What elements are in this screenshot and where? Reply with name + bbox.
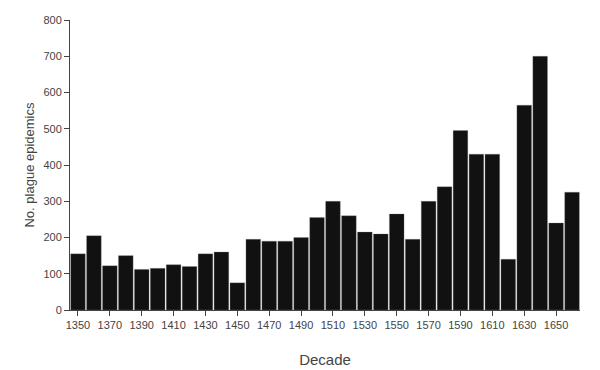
svg-text:Decade: Decade bbox=[299, 351, 351, 368]
svg-text:1430: 1430 bbox=[193, 319, 217, 331]
svg-text:1570: 1570 bbox=[416, 319, 440, 331]
svg-text:1490: 1490 bbox=[289, 319, 313, 331]
svg-text:1630: 1630 bbox=[512, 319, 536, 331]
svg-text:1350: 1350 bbox=[66, 319, 90, 331]
svg-text:300: 300 bbox=[43, 195, 61, 207]
svg-text:1450: 1450 bbox=[225, 319, 249, 331]
svg-text:1410: 1410 bbox=[161, 319, 185, 331]
svg-text:100: 100 bbox=[43, 268, 61, 280]
svg-text:1530: 1530 bbox=[353, 319, 377, 331]
svg-text:200: 200 bbox=[43, 231, 61, 243]
svg-text:0: 0 bbox=[56, 304, 62, 316]
svg-text:1390: 1390 bbox=[129, 319, 153, 331]
svg-text:1510: 1510 bbox=[321, 319, 345, 331]
svg-text:1370: 1370 bbox=[98, 319, 122, 331]
svg-text:1590: 1590 bbox=[448, 319, 472, 331]
svg-text:600: 600 bbox=[43, 86, 61, 98]
svg-text:700: 700 bbox=[43, 50, 61, 62]
svg-text:500: 500 bbox=[43, 123, 61, 135]
svg-text:400: 400 bbox=[43, 159, 61, 171]
svg-text:1550: 1550 bbox=[384, 319, 408, 331]
svg-text:1610: 1610 bbox=[480, 319, 504, 331]
svg-text:1470: 1470 bbox=[257, 319, 281, 331]
svg-text:No. plague epidemics: No. plague epidemics bbox=[22, 102, 37, 228]
svg-text:1650: 1650 bbox=[544, 319, 568, 331]
svg-text:800: 800 bbox=[43, 14, 61, 26]
